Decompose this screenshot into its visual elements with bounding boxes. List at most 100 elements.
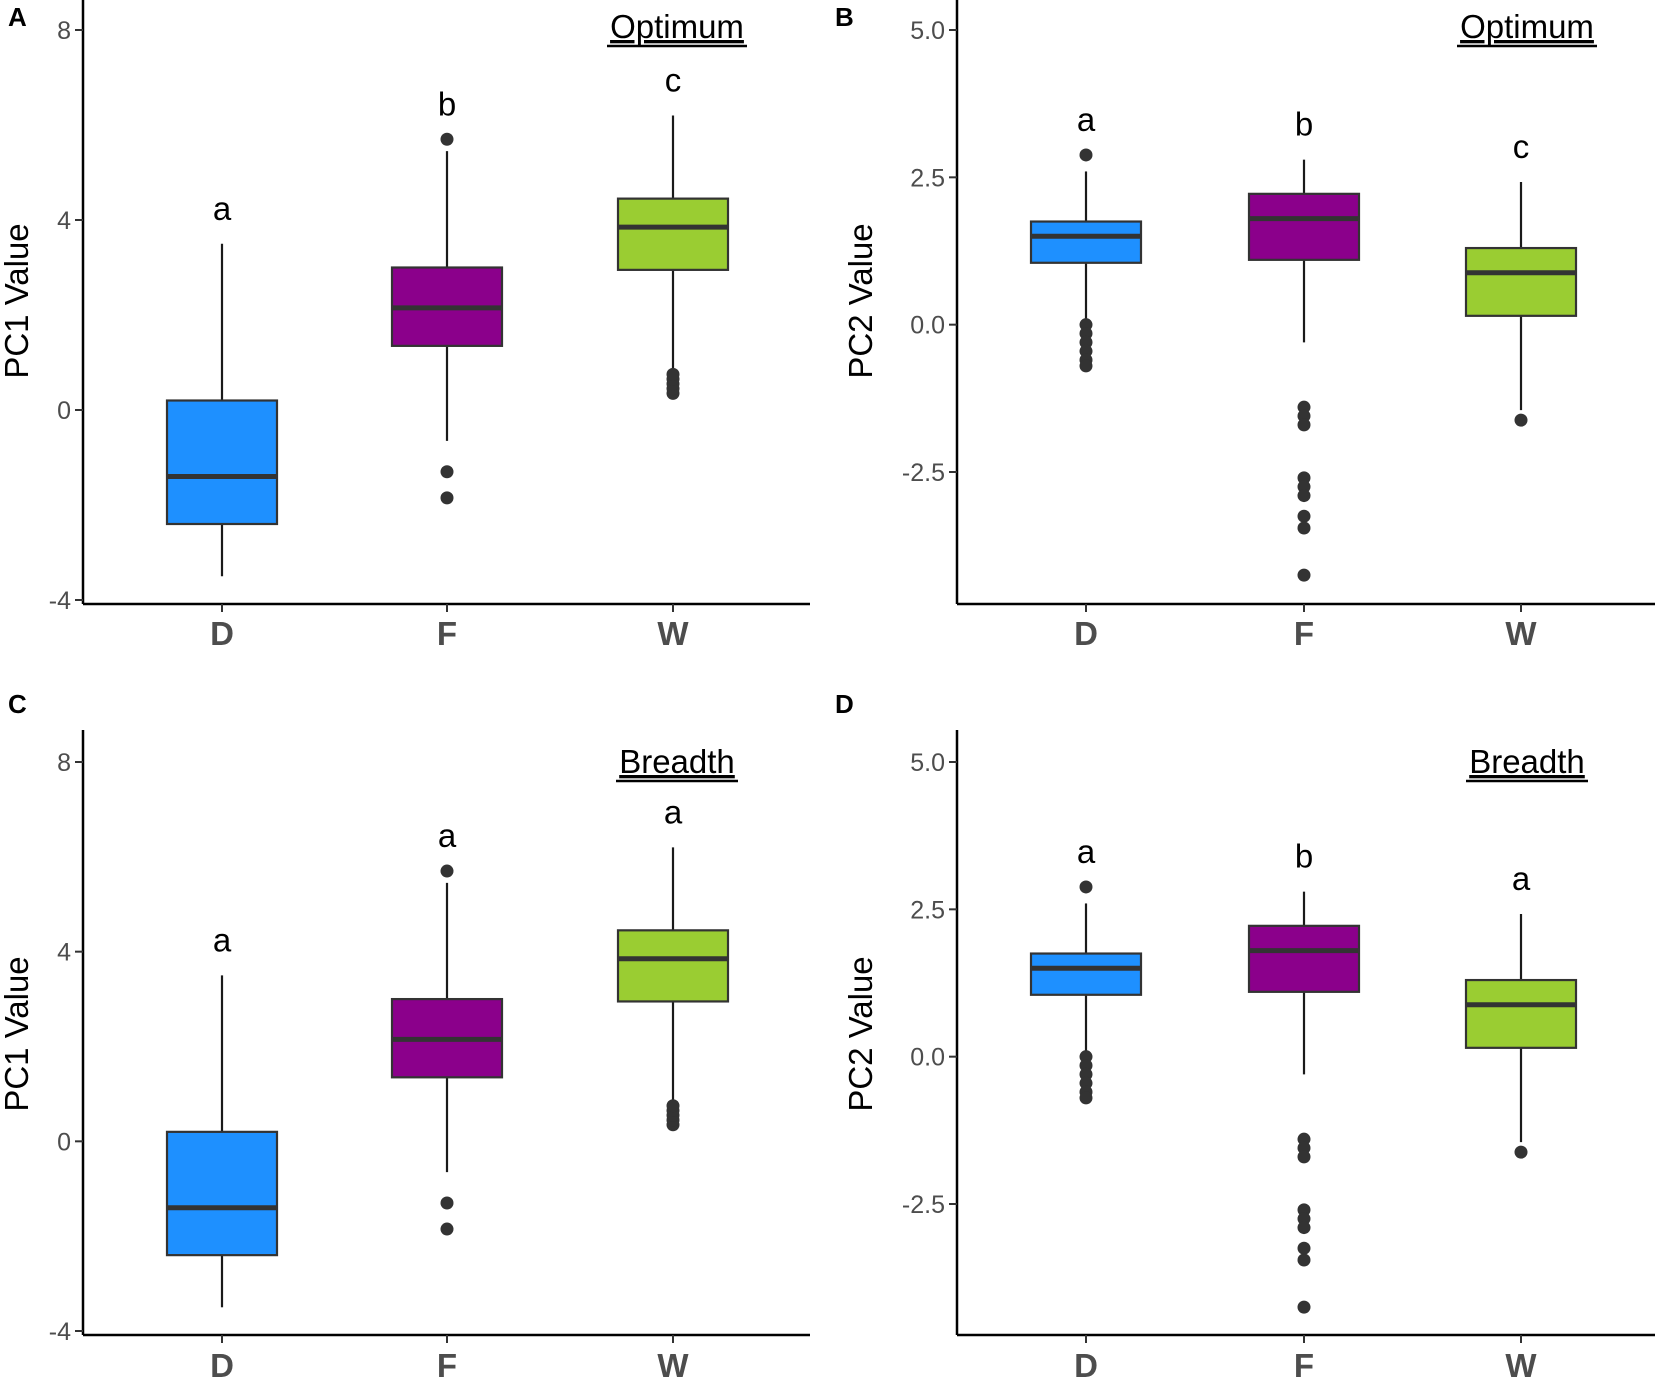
outlier-point <box>440 1196 454 1210</box>
box-D: a <box>165 921 279 1308</box>
box-D: a <box>165 190 279 577</box>
iqr-box <box>616 929 730 1003</box>
box-W: c <box>1464 128 1578 427</box>
y-tick-label: 5.0 <box>910 17 945 45</box>
y-tick-label: 0 <box>57 1128 71 1156</box>
y-tick-label: 2.5 <box>910 164 945 192</box>
y-tick-label: 0.0 <box>910 312 945 340</box>
y-axis-title: PC1 Value <box>0 956 35 1111</box>
outlier-point <box>1297 418 1311 432</box>
significance-letter: a <box>1077 833 1096 870</box>
panel-B: B -2.5 0.0 2.5 5.0 PC2 Value Optimum a Db Fc W <box>835 0 1655 652</box>
x-tick-label: D <box>1074 1347 1098 1379</box>
outlier-point <box>1079 880 1093 894</box>
box-F: b <box>390 85 504 505</box>
panel-label: C <box>8 689 27 719</box>
y-tick-label: 8 <box>57 749 71 777</box>
outlier-point <box>1297 509 1311 523</box>
significance-letter: b <box>1295 106 1313 143</box>
outlier-point <box>440 864 454 878</box>
box-F: b <box>1247 838 1361 1314</box>
panel-annotation: Optimum <box>610 8 744 45</box>
y-tick-label: -4 <box>49 587 71 615</box>
x-tick-label: F <box>1294 615 1314 652</box>
iqr-box <box>165 399 279 526</box>
significance-letter: a <box>213 921 232 958</box>
x-tick-label: W <box>1505 615 1537 652</box>
significance-letter: b <box>438 85 456 122</box>
significance-letter: a <box>664 793 683 830</box>
significance-letter: b <box>1295 838 1313 875</box>
iqr-box <box>1247 192 1361 261</box>
x-tick-label: D <box>210 1347 234 1379</box>
y-tick-label: -2.5 <box>902 459 945 487</box>
outlier-point <box>440 1222 454 1236</box>
outlier-point <box>1297 1300 1311 1314</box>
y-tick-label: 2.5 <box>910 896 945 924</box>
outlier-point <box>1297 1150 1311 1164</box>
outlier-point <box>666 1099 680 1113</box>
box-D: a <box>1029 101 1143 373</box>
x-tick-label: W <box>1505 1347 1537 1379</box>
iqr-box <box>1247 924 1361 993</box>
significance-letter: c <box>665 62 682 99</box>
panel-label: A <box>8 2 27 32</box>
y-tick-label: -2.5 <box>902 1191 945 1219</box>
panel-D: D -2.5 0.0 2.5 5.0 PC2 Value Breadth a Db Fa W <box>835 689 1655 1379</box>
y-tick-label: 5.0 <box>910 749 945 777</box>
panel-label: B <box>835 2 854 32</box>
significance-letter: a <box>438 817 457 854</box>
x-tick-label: F <box>1294 1347 1314 1379</box>
y-tick-label: 0 <box>57 397 71 425</box>
box-D: a <box>1029 833 1143 1105</box>
y-axis-title: PC2 Value <box>842 223 879 378</box>
outlier-point <box>666 367 680 381</box>
box-W: c <box>616 62 730 400</box>
outlier-point <box>1297 1221 1311 1235</box>
panel-label: D <box>835 689 854 719</box>
outlier-point <box>1514 1145 1528 1159</box>
iqr-box <box>1464 246 1578 317</box>
x-tick-label: W <box>657 615 689 652</box>
outlier-point <box>1297 489 1311 503</box>
outlier-point <box>1079 1091 1093 1105</box>
panel-C: C -4 0 4 8 PC1 Value Breadth a Da Fa W <box>0 689 810 1379</box>
iqr-box <box>1464 978 1578 1049</box>
y-tick-label: -4 <box>49 1318 71 1346</box>
iqr-box <box>165 1130 279 1257</box>
outlier-point <box>1079 148 1093 162</box>
panel-annotation: Breadth <box>619 743 735 780</box>
x-tick-label: D <box>1074 615 1098 652</box>
outlier-point <box>1297 521 1311 535</box>
box-F: a <box>390 817 504 1236</box>
outlier-point <box>440 132 454 146</box>
y-tick-label: 4 <box>57 207 71 235</box>
x-tick-label: W <box>657 1347 689 1379</box>
box-W: a <box>1464 860 1578 1159</box>
box-W: a <box>616 793 730 1132</box>
x-tick-label: F <box>437 1347 457 1379</box>
significance-letter: a <box>1512 860 1531 897</box>
outlier-point <box>440 465 454 479</box>
significance-letter: c <box>1513 128 1530 165</box>
box-F: b <box>1247 106 1361 582</box>
outlier-point <box>1297 1241 1311 1255</box>
x-tick-label: F <box>437 615 457 652</box>
significance-letter: a <box>213 190 232 227</box>
outlier-point <box>1297 1253 1311 1267</box>
y-axis-title: PC1 Value <box>0 223 35 378</box>
outlier-point <box>1079 359 1093 373</box>
outlier-point <box>1514 413 1528 427</box>
outlier-point <box>440 491 454 505</box>
y-axis-title: PC2 Value <box>842 956 879 1111</box>
panel-annotation: Optimum <box>1460 8 1594 45</box>
panel-A: A -4 0 4 8 PC1 Value Optimum a Db Fc W <box>0 0 810 652</box>
significance-letter: a <box>1077 101 1096 138</box>
iqr-box <box>616 197 730 271</box>
outlier-point <box>1297 568 1311 582</box>
iqr-box <box>1029 220 1143 264</box>
iqr-box <box>1029 952 1143 996</box>
y-tick-label: 8 <box>57 17 71 45</box>
x-tick-label: D <box>210 615 234 652</box>
